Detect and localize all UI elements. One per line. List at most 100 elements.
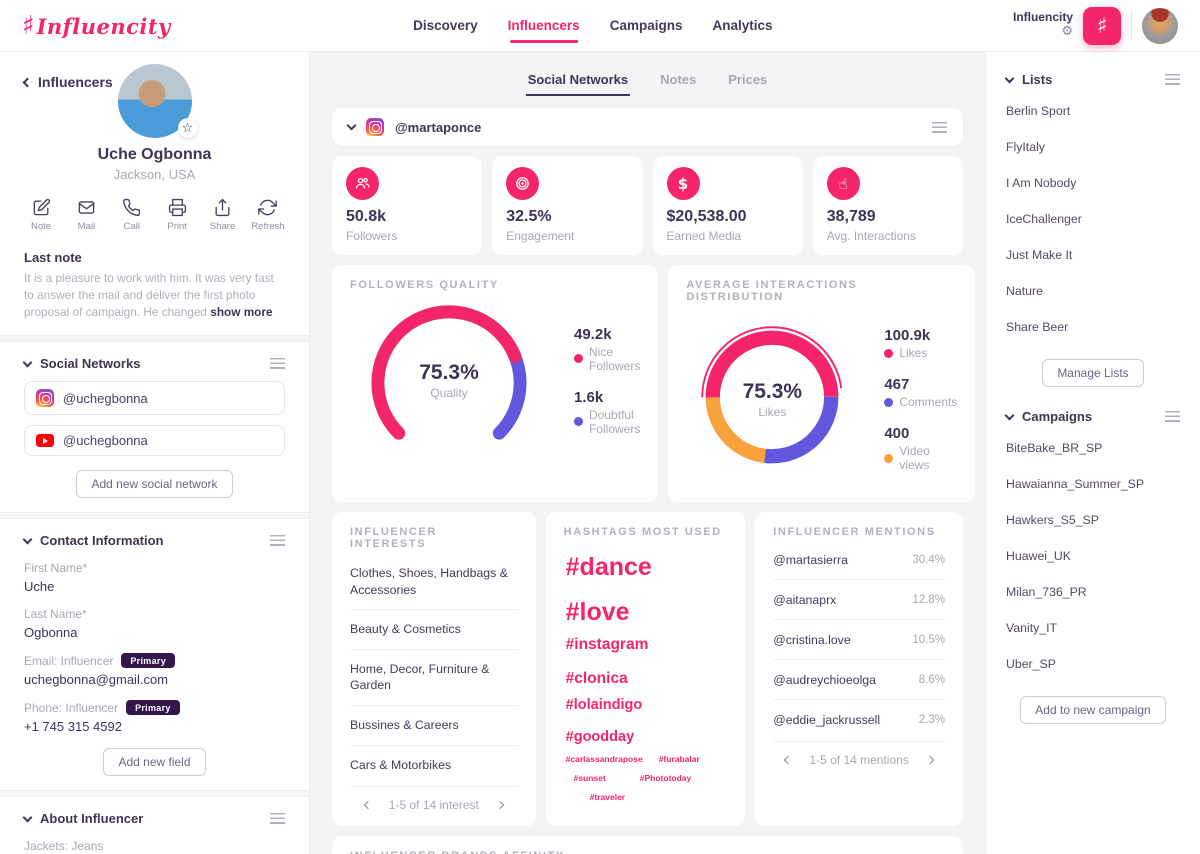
refresh-button[interactable]: Refresh <box>249 198 287 232</box>
last-note-body: It is a pleasure to work with him. It wa… <box>24 271 274 320</box>
list-item[interactable]: Nature <box>1006 284 1043 298</box>
interest-item[interactable]: Clothes, Shoes, Handbags & Accessories <box>350 554 518 611</box>
manage-lists-button[interactable]: Manage Lists <box>1042 359 1144 387</box>
campaign-item[interactable]: Milan_736_PR <box>1006 585 1087 599</box>
mention-row[interactable]: @cristina.love 10.5% <box>773 620 945 660</box>
menu-icon[interactable] <box>270 813 285 825</box>
indigo-dot-icon <box>884 397 894 407</box>
tab-notes[interactable]: Notes <box>660 72 697 87</box>
hashtag[interactable]: #clonica <box>565 670 628 687</box>
interest-item[interactable]: Beauty & Cosmetics <box>350 610 518 650</box>
brand-logo[interactable]: ♯ Influencity <box>22 11 171 41</box>
menu-icon[interactable] <box>270 358 285 370</box>
stats-row: 50.8k Followers 32.5% Engagement $ $20,5… <box>332 156 963 255</box>
interest-item[interactable]: Cars & Motorbikes <box>350 757 452 772</box>
instagram-account-field[interactable]: @uchegbonna <box>24 381 285 416</box>
pager-next-icon[interactable] <box>925 755 935 765</box>
menu-icon[interactable] <box>1165 74 1180 85</box>
printer-icon <box>168 198 186 217</box>
left-sidebar: Influencers ☆ Uche Ogbonna Jackson, USA … <box>0 52 310 854</box>
hashtag[interactable]: #traveler <box>589 792 626 802</box>
mention-pct: 2.3% <box>918 713 945 726</box>
list-item[interactable]: Berlin Sport <box>1006 104 1071 118</box>
quality-percentage: 75.3% <box>419 361 479 384</box>
interest-item[interactable]: Home, Decor, Furniture & Garden <box>350 650 518 706</box>
chevron-down-icon[interactable] <box>1004 73 1015 83</box>
hashtag[interactable]: #sunset <box>573 773 606 783</box>
campaign-item[interactable]: Hawaianna_Summer_SP <box>1006 477 1145 491</box>
hashtag[interactable]: #love <box>565 598 630 626</box>
hashtag[interactable]: #goodday <box>565 729 635 745</box>
call-button[interactable]: Call <box>113 198 151 232</box>
hashtag[interactable]: #furabalar <box>658 754 700 764</box>
interactions-label: Avg. Interactions <box>826 229 916 243</box>
list-item[interactable]: Share Beer <box>1006 320 1069 334</box>
hashtag[interactable]: #Phototoday <box>639 773 692 783</box>
youtube-handle: @uchegbonna <box>63 433 148 449</box>
menu-icon[interactable] <box>932 121 947 133</box>
gear-icon[interactable]: ⚙ <box>1061 24 1073 40</box>
menu-icon[interactable] <box>270 535 285 547</box>
campaign-item[interactable]: BiteBake_BR_SP <box>1006 441 1103 455</box>
user-avatar[interactable] <box>1142 7 1178 44</box>
interests-pager-label: 1-5 of 14 interest <box>388 798 479 813</box>
mention-row[interactable]: @aitanaprx 12.8% <box>773 580 945 620</box>
sidebar-spacer <box>1006 387 1180 409</box>
star-badge-icon[interactable]: ☆ <box>177 118 198 138</box>
hashtag[interactable]: #lolaindigo <box>565 697 643 713</box>
list-item[interactable]: Just Make It <box>1006 248 1073 262</box>
hashtag[interactable]: #instagram <box>565 636 649 653</box>
followers-quality-value-arc <box>371 305 527 440</box>
nav-analytics[interactable]: Analytics <box>712 18 773 33</box>
workspace-logo[interactable]: ♯ <box>1083 6 1121 45</box>
campaign-item[interactable]: Uber_SP <box>1006 657 1056 671</box>
list-item[interactable]: FlyItaly <box>1006 140 1045 154</box>
youtube-account-field[interactable]: @uchegbonna <box>24 425 285 457</box>
chevron-down-icon[interactable] <box>1004 410 1015 420</box>
campaign-item[interactable]: Vanity_IT <box>1006 621 1058 635</box>
section-divider <box>0 335 309 343</box>
mention-row[interactable]: @eddie_jackrussell 2.3% <box>773 700 945 739</box>
add-new-field-button[interactable]: Add new field <box>103 748 206 777</box>
chevron-down-icon[interactable] <box>22 534 33 545</box>
chevron-down-icon[interactable] <box>22 812 33 823</box>
chevron-down-icon[interactable] <box>22 357 33 368</box>
comments-legend-label: Comments <box>899 395 958 409</box>
list-item[interactable]: IceChallenger <box>1006 212 1082 226</box>
menu-icon[interactable] <box>1165 411 1180 422</box>
instagram-handle: @uchegbonna <box>63 390 148 406</box>
account-accordion[interactable]: @martaponce <box>332 108 963 146</box>
hashtag[interactable]: #carlassandrapose <box>565 754 643 764</box>
print-button[interactable]: Print <box>158 198 196 232</box>
social-networks-section: Social Networks @uchegbonna @uchegbonna … <box>0 342 309 512</box>
add-social-network-button[interactable]: Add new social network <box>76 470 233 499</box>
list-item[interactable]: I Am Nobody <box>1006 176 1077 190</box>
nav-influencers[interactable]: Influencers <box>508 2 580 49</box>
share-button[interactable]: Share <box>204 198 242 232</box>
tab-prices[interactable]: Prices <box>728 72 768 87</box>
interest-item[interactable]: Bussines & Careers <box>350 706 518 746</box>
pager-prev-icon[interactable] <box>784 755 793 765</box>
campaign-item[interactable]: Huawei_UK <box>1006 549 1071 563</box>
interactions-distribution-title: Average Interactions Distribution <box>686 279 858 303</box>
nav-campaigns[interactable]: Campaigns <box>609 18 683 33</box>
hand-icon: ☝ <box>826 167 860 200</box>
campaign-item[interactable]: Hawkers_S5_SP <box>1006 513 1099 527</box>
lists-section: Lists Berlin Sport FlyItaly I Am Nobody … <box>1004 72 1180 387</box>
chevron-down-icon[interactable] <box>346 120 357 131</box>
pager-prev-icon[interactable] <box>363 800 373 810</box>
add-to-new-campaign-button[interactable]: Add to new campaign <box>1020 696 1166 724</box>
tab-social-networks[interactable]: Social Networks <box>525 66 631 96</box>
mention-row[interactable]: @audreychioeolga 8.6% <box>773 660 945 700</box>
back-to-influencers[interactable]: Influencers <box>0 52 309 90</box>
hashtag[interactable]: #dance <box>565 553 652 581</box>
mention-row[interactable]: @martasierra 30.4% <box>773 540 945 580</box>
pager-next-icon[interactable] <box>495 800 505 810</box>
mention-handle: @aitanaprx <box>773 592 837 607</box>
mail-button[interactable]: Mail <box>67 198 105 232</box>
likes-value: 100.9k <box>884 327 931 344</box>
interactions-stat-card: ☝ 38,789 Avg. Interactions <box>812 156 963 255</box>
note-button[interactable]: Note <box>22 198 60 232</box>
nav-discovery[interactable]: Discovery <box>413 18 478 33</box>
show-more-link[interactable]: show more <box>210 305 273 320</box>
